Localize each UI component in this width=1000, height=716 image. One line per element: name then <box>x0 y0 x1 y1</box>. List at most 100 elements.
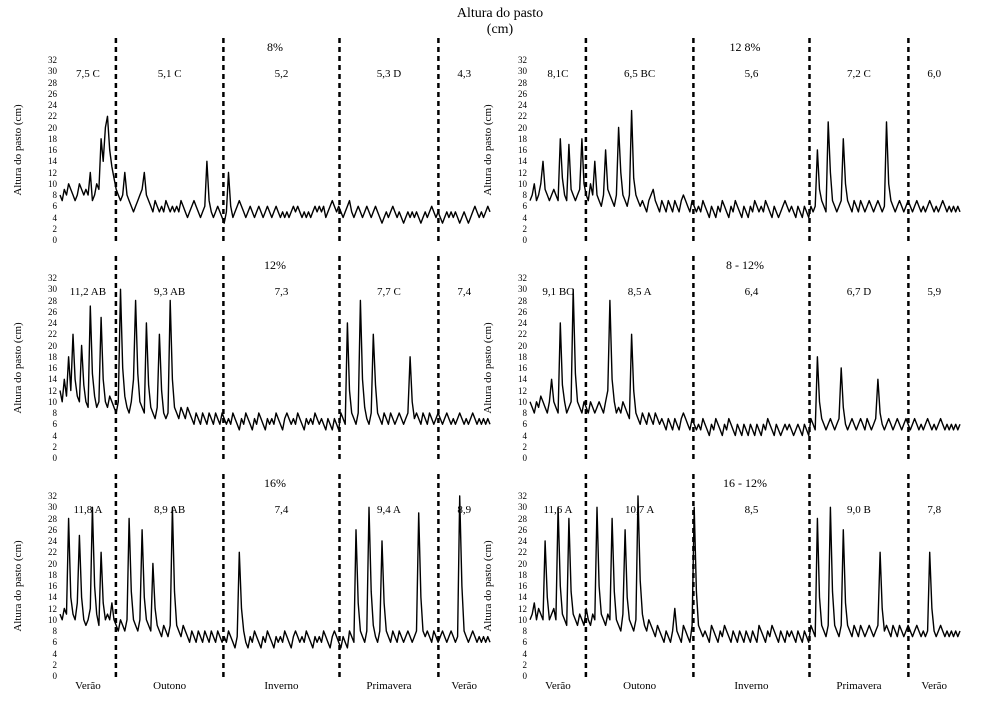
y-tick: 6 <box>523 201 531 211</box>
segment-value-label: 11,8 A <box>73 504 102 516</box>
season-label: Verão <box>545 680 571 692</box>
season-label: Primavera <box>366 680 411 692</box>
panel-title: 16 - 12% <box>530 476 960 491</box>
y-tick: 32 <box>518 491 530 501</box>
y-tick: 4 <box>523 431 531 441</box>
plot-svg <box>530 278 960 458</box>
y-tick: 20 <box>48 341 60 351</box>
y-tick: 10 <box>518 615 530 625</box>
y-tick: 12 <box>48 386 60 396</box>
figure-subtitle: (cm) <box>0 22 1000 38</box>
y-tick: 28 <box>518 78 530 88</box>
y-tick: 24 <box>518 100 530 110</box>
y-tick: 8 <box>53 626 61 636</box>
y-tick: 0 <box>53 235 61 245</box>
chart-panel: 8%Altura do pasto (cm)024681012141618202… <box>60 60 490 240</box>
segment-value-label: 4,3 <box>457 68 471 80</box>
plot-svg <box>60 278 490 458</box>
timeseries-line <box>60 496 490 648</box>
panel-title: 8 - 12% <box>530 258 960 273</box>
y-tick: 6 <box>53 419 61 429</box>
segment-value-label: 6,0 <box>927 68 941 80</box>
y-tick: 6 <box>523 637 531 647</box>
y-tick: 16 <box>518 145 530 155</box>
y-tick: 26 <box>518 525 530 535</box>
y-tick: 0 <box>523 671 531 681</box>
y-axis-label: Altura do pasto (cm) <box>482 104 494 195</box>
y-axis-label: Altura do pasto (cm) <box>12 322 24 413</box>
season-label: Verão <box>921 680 947 692</box>
y-axis-label: Altura do pasto (cm) <box>12 104 24 195</box>
y-tick: 14 <box>518 592 530 602</box>
y-tick: 32 <box>48 273 60 283</box>
y-tick: 32 <box>518 55 530 65</box>
segment-value-label: 8,5 A <box>628 286 652 298</box>
segment-value-label: 6,7 D <box>847 286 871 298</box>
figure-title: Altura do pasto <box>0 6 1000 22</box>
y-tick: 22 <box>48 329 60 339</box>
y-tick: 2 <box>53 224 61 234</box>
panel-title: 16% <box>60 476 490 491</box>
chart-panel: 16 - 12%Altura do pasto (cm)024681012141… <box>530 496 960 676</box>
y-tick: 10 <box>48 179 60 189</box>
y-tick: 32 <box>518 273 530 283</box>
season-label: Verão <box>451 680 477 692</box>
y-tick: 20 <box>48 123 60 133</box>
season-label: Outono <box>623 680 656 692</box>
y-tick: 18 <box>518 134 530 144</box>
y-tick: 24 <box>518 318 530 328</box>
y-tick: 26 <box>518 89 530 99</box>
timeseries-line <box>530 496 960 642</box>
season-label: Verão <box>75 680 101 692</box>
segment-value-label: 6,5 BC <box>624 68 655 80</box>
y-tick: 8 <box>523 626 531 636</box>
y-tick: 12 <box>518 604 530 614</box>
segment-value-label: 7,8 <box>927 504 941 516</box>
timeseries-line <box>60 116 490 223</box>
y-tick: 22 <box>518 547 530 557</box>
y-tick: 0 <box>53 453 61 463</box>
y-tick: 26 <box>518 307 530 317</box>
y-tick: 22 <box>518 111 530 121</box>
segment-value-label: 9,1 BC <box>542 286 573 298</box>
y-tick: 8 <box>523 190 531 200</box>
y-tick: 10 <box>48 397 60 407</box>
y-tick: 24 <box>518 536 530 546</box>
y-tick: 8 <box>523 408 531 418</box>
y-tick: 24 <box>48 536 60 546</box>
timeseries-line <box>530 111 960 218</box>
y-tick: 2 <box>53 660 61 670</box>
y-tick: 14 <box>48 156 60 166</box>
segment-value-label: 10,7 A <box>625 504 654 516</box>
y-tick: 30 <box>48 284 60 294</box>
y-tick: 16 <box>48 145 60 155</box>
y-tick: 18 <box>518 570 530 580</box>
y-tick: 2 <box>53 442 61 452</box>
y-tick: 8 <box>53 190 61 200</box>
y-tick: 14 <box>48 374 60 384</box>
segment-value-label: 5,6 <box>745 68 759 80</box>
segment-value-label: 6,4 <box>745 286 759 298</box>
season-label: Inverno <box>264 680 298 692</box>
segment-value-label: 5,1 C <box>158 68 182 80</box>
y-tick: 30 <box>518 502 530 512</box>
y-tick: 18 <box>48 352 60 362</box>
segment-value-label: 11,2 AB <box>70 286 106 298</box>
y-tick: 30 <box>48 66 60 76</box>
y-tick: 26 <box>48 89 60 99</box>
y-tick: 6 <box>53 201 61 211</box>
y-tick: 4 <box>53 431 61 441</box>
y-tick: 10 <box>48 615 60 625</box>
y-tick: 20 <box>518 559 530 569</box>
y-tick: 16 <box>518 363 530 373</box>
y-tick: 14 <box>48 592 60 602</box>
segment-value-label: 11,6 A <box>543 504 572 516</box>
timeseries-line <box>530 289 960 435</box>
multipanel-figure: Altura do pasto (cm) 8%Altura do pasto (… <box>0 0 1000 716</box>
segment-value-label: 7,7 C <box>377 286 401 298</box>
segment-value-label: 5,2 <box>275 68 289 80</box>
y-tick: 12 <box>518 386 530 396</box>
plot-svg <box>60 496 490 676</box>
y-tick: 22 <box>48 547 60 557</box>
season-label: Inverno <box>734 680 768 692</box>
